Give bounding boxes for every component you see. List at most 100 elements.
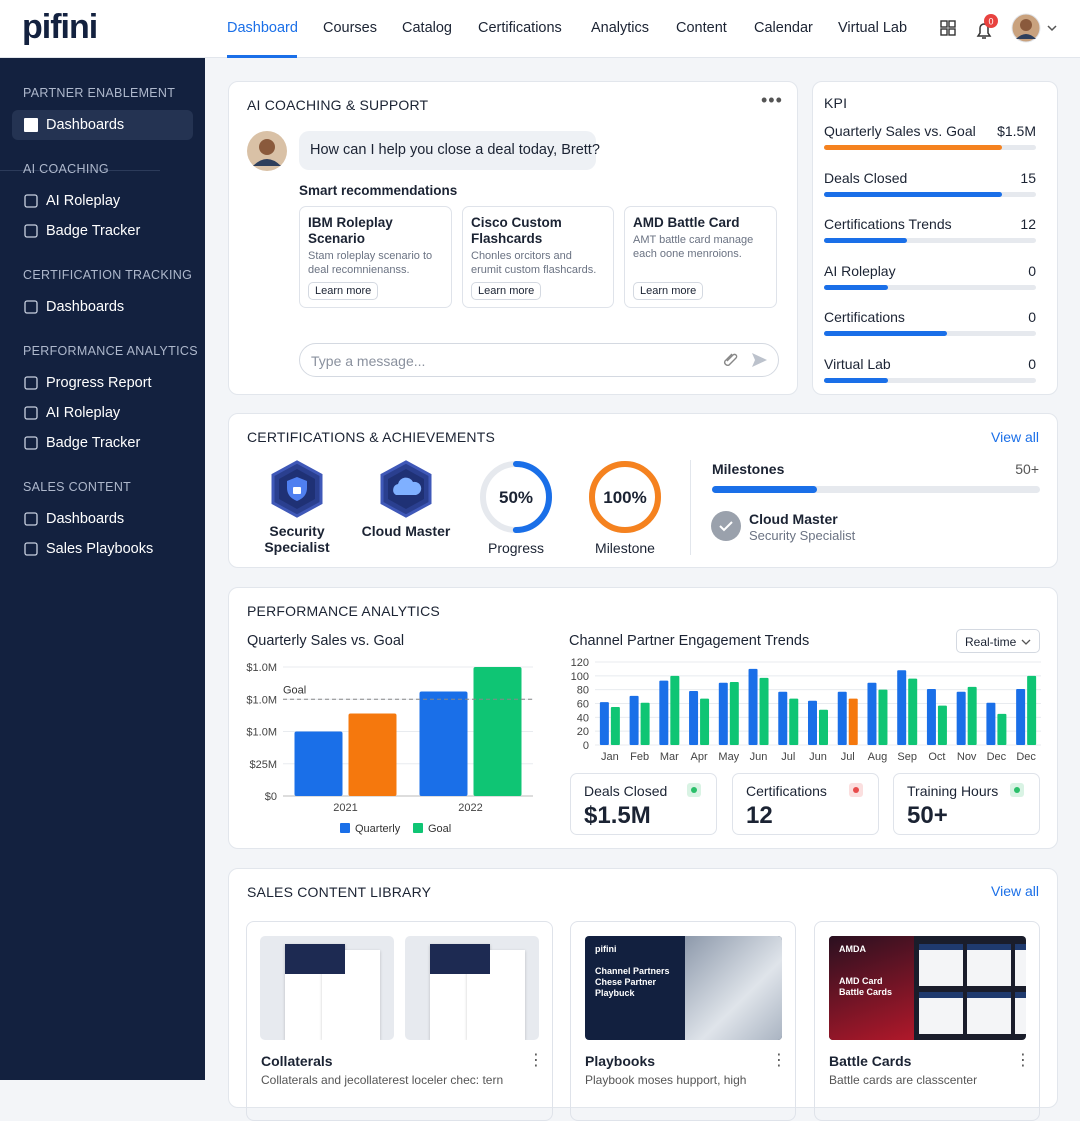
sidebar-item-label[interactable]: Dashboards xyxy=(46,299,125,315)
sidebar-item-label[interactable]: Badge Tracker xyxy=(46,435,141,451)
kebab-menu[interactable]: ⋮ xyxy=(771,1052,787,1069)
icon-dot xyxy=(691,787,697,793)
sidebar-section: SALES CONTENT Dashboards Sales Playbooks xyxy=(0,480,205,564)
sidebar-section-title: CERTIFICATION TRACKING xyxy=(23,268,193,282)
sidebar-icon xyxy=(24,436,38,450)
nav-link[interactable]: Catalog xyxy=(402,20,452,36)
bar xyxy=(1027,675,1037,745)
bar xyxy=(689,691,699,745)
sidebar-item[interactable]: Badge Tracker xyxy=(23,216,205,246)
legend-swatch xyxy=(413,823,423,833)
divider xyxy=(690,460,691,555)
sidebar-item[interactable]: Dashboards xyxy=(23,292,205,322)
icon-dot xyxy=(853,787,859,793)
kpi-track xyxy=(824,191,1036,197)
sidebar-section-title: PARTNER ENABLEMENT xyxy=(23,86,176,100)
content-card[interactable]: AMDA AMD Card Battle Cards Battle Cards ⋮ Ba… xyxy=(814,921,1040,1121)
check-mark xyxy=(719,521,733,532)
sidebar-item[interactable]: Sales Playbooks xyxy=(23,534,205,564)
sidebar-item-label[interactable]: Progress Report xyxy=(46,375,152,391)
view-all-link[interactable]: View all xyxy=(991,883,1039,899)
ring-chart: 100% xyxy=(589,461,661,533)
sidebar-item[interactable]: AI Roleplay xyxy=(23,186,205,216)
bar xyxy=(878,689,888,745)
sidebar-icon xyxy=(24,406,38,420)
sidebar-icon xyxy=(24,376,38,390)
sidebar-item[interactable]: Dashboards xyxy=(23,504,205,534)
sidebar-icon xyxy=(24,512,38,526)
header-icons: 0 xyxy=(940,13,1057,43)
nav-link[interactable]: Dashboard xyxy=(227,20,298,36)
kpi-label: Certifications xyxy=(824,309,905,326)
avatar-body xyxy=(253,159,281,166)
nav-link[interactable]: Content xyxy=(676,20,727,36)
avatar-head xyxy=(1020,19,1032,31)
send-icon xyxy=(752,353,767,367)
learn-more-button[interactable]: Learn more xyxy=(471,282,542,300)
performance-card: PERFORMANCE ANALYTICS Quarterly Sales vs.… xyxy=(228,587,1058,849)
nav-link[interactable]: Courses xyxy=(323,20,377,36)
content-card[interactable]: Collaterals ⋮ Collaterals and jecollateres… xyxy=(246,921,553,1121)
filter-dropdown[interactable]: Real-time xyxy=(956,629,1040,653)
stat-label: Deals Closed xyxy=(584,783,668,799)
stat-value: 12 xyxy=(746,802,773,829)
tile xyxy=(967,944,1011,986)
sidebar-section: AI COACHING AI Roleplay Badge Tracker xyxy=(0,162,205,246)
more-menu[interactable]: ••• xyxy=(761,90,783,110)
sidebar-item-label[interactable]: Sales Playbooks xyxy=(46,541,154,557)
nav-link[interactable]: Analytics xyxy=(591,20,650,36)
bar xyxy=(629,695,639,745)
sidebar-section-title: AI COACHING xyxy=(23,162,109,176)
sidebar-item-label[interactable]: Dashboards xyxy=(46,511,125,527)
kpi-track xyxy=(824,145,1036,150)
stat-label: Training Hours xyxy=(907,783,999,799)
stat-label: Certifications xyxy=(746,783,827,799)
sidebar-item[interactable]: Badge Tracker xyxy=(23,428,205,458)
message-input[interactable]: Type a message... xyxy=(299,343,779,377)
playbook-thumbnail: AMDA AMD Card Battle Cards xyxy=(829,936,1026,1040)
tile xyxy=(1015,992,1026,1034)
sidebar-item[interactable]: Dashboards xyxy=(12,110,193,140)
chart-title: Channel Partner Engagement Trends xyxy=(569,633,810,649)
sidebar-item-label[interactable]: AI Roleplay xyxy=(46,405,121,421)
nav-link[interactable]: Certifications xyxy=(478,20,562,36)
kpi-track xyxy=(824,378,1036,383)
learn-more-button[interactable]: Learn more xyxy=(308,282,379,300)
sidebar-item[interactable]: Progress Report xyxy=(23,368,205,398)
ring-arc xyxy=(589,461,661,533)
stat-value: 50+ xyxy=(907,802,948,829)
x-tick-label: Apr xyxy=(691,751,708,763)
icon-shape xyxy=(24,436,38,450)
sidebar-item-label[interactable]: Badge Tracker xyxy=(46,223,141,239)
y-tick-label: $25M xyxy=(249,759,277,771)
content-library-card: SALES CONTENT LIBRARY View all Collaterals… xyxy=(228,868,1058,1121)
chart-title: Quarterly Sales vs. Goal xyxy=(247,633,405,649)
check-bg xyxy=(711,511,741,541)
x-tick-label: Dec xyxy=(987,751,1007,763)
avatar-body xyxy=(1016,34,1036,39)
notification-badge xyxy=(984,14,998,28)
bar xyxy=(294,731,343,796)
sidebar-item-label[interactable]: Dashboards xyxy=(46,117,125,133)
kebab-menu[interactable]: ⋮ xyxy=(528,1052,544,1069)
sidebar-item-label[interactable]: AI Roleplay xyxy=(46,193,121,209)
legend-swatch xyxy=(340,823,350,833)
sidebar-item[interactable]: AI Roleplay xyxy=(23,398,205,428)
content-card[interactable]: pifini Channel Partners Chese Partner Pla… xyxy=(570,921,796,1121)
nav-link[interactable]: Calendar xyxy=(754,20,813,36)
icon-shape xyxy=(24,376,38,390)
attach-icon xyxy=(724,353,738,366)
grid-icon xyxy=(940,28,948,36)
learn-more-button[interactable]: Learn more xyxy=(633,282,704,300)
y-tick-label: 80 xyxy=(577,685,589,697)
document-banner xyxy=(430,944,490,974)
notification-count: 0 xyxy=(988,17,993,27)
kpi-bar xyxy=(824,331,947,337)
y-tick-label: $0 xyxy=(265,791,277,803)
kebab-menu[interactable]: ⋮ xyxy=(1015,1052,1031,1069)
nav-link[interactable]: Virtual Lab xyxy=(838,20,908,36)
view-all-link[interactable]: View all xyxy=(991,429,1039,445)
check-icon xyxy=(711,511,741,541)
recommendation-title: AMD Battle Card xyxy=(633,215,740,230)
